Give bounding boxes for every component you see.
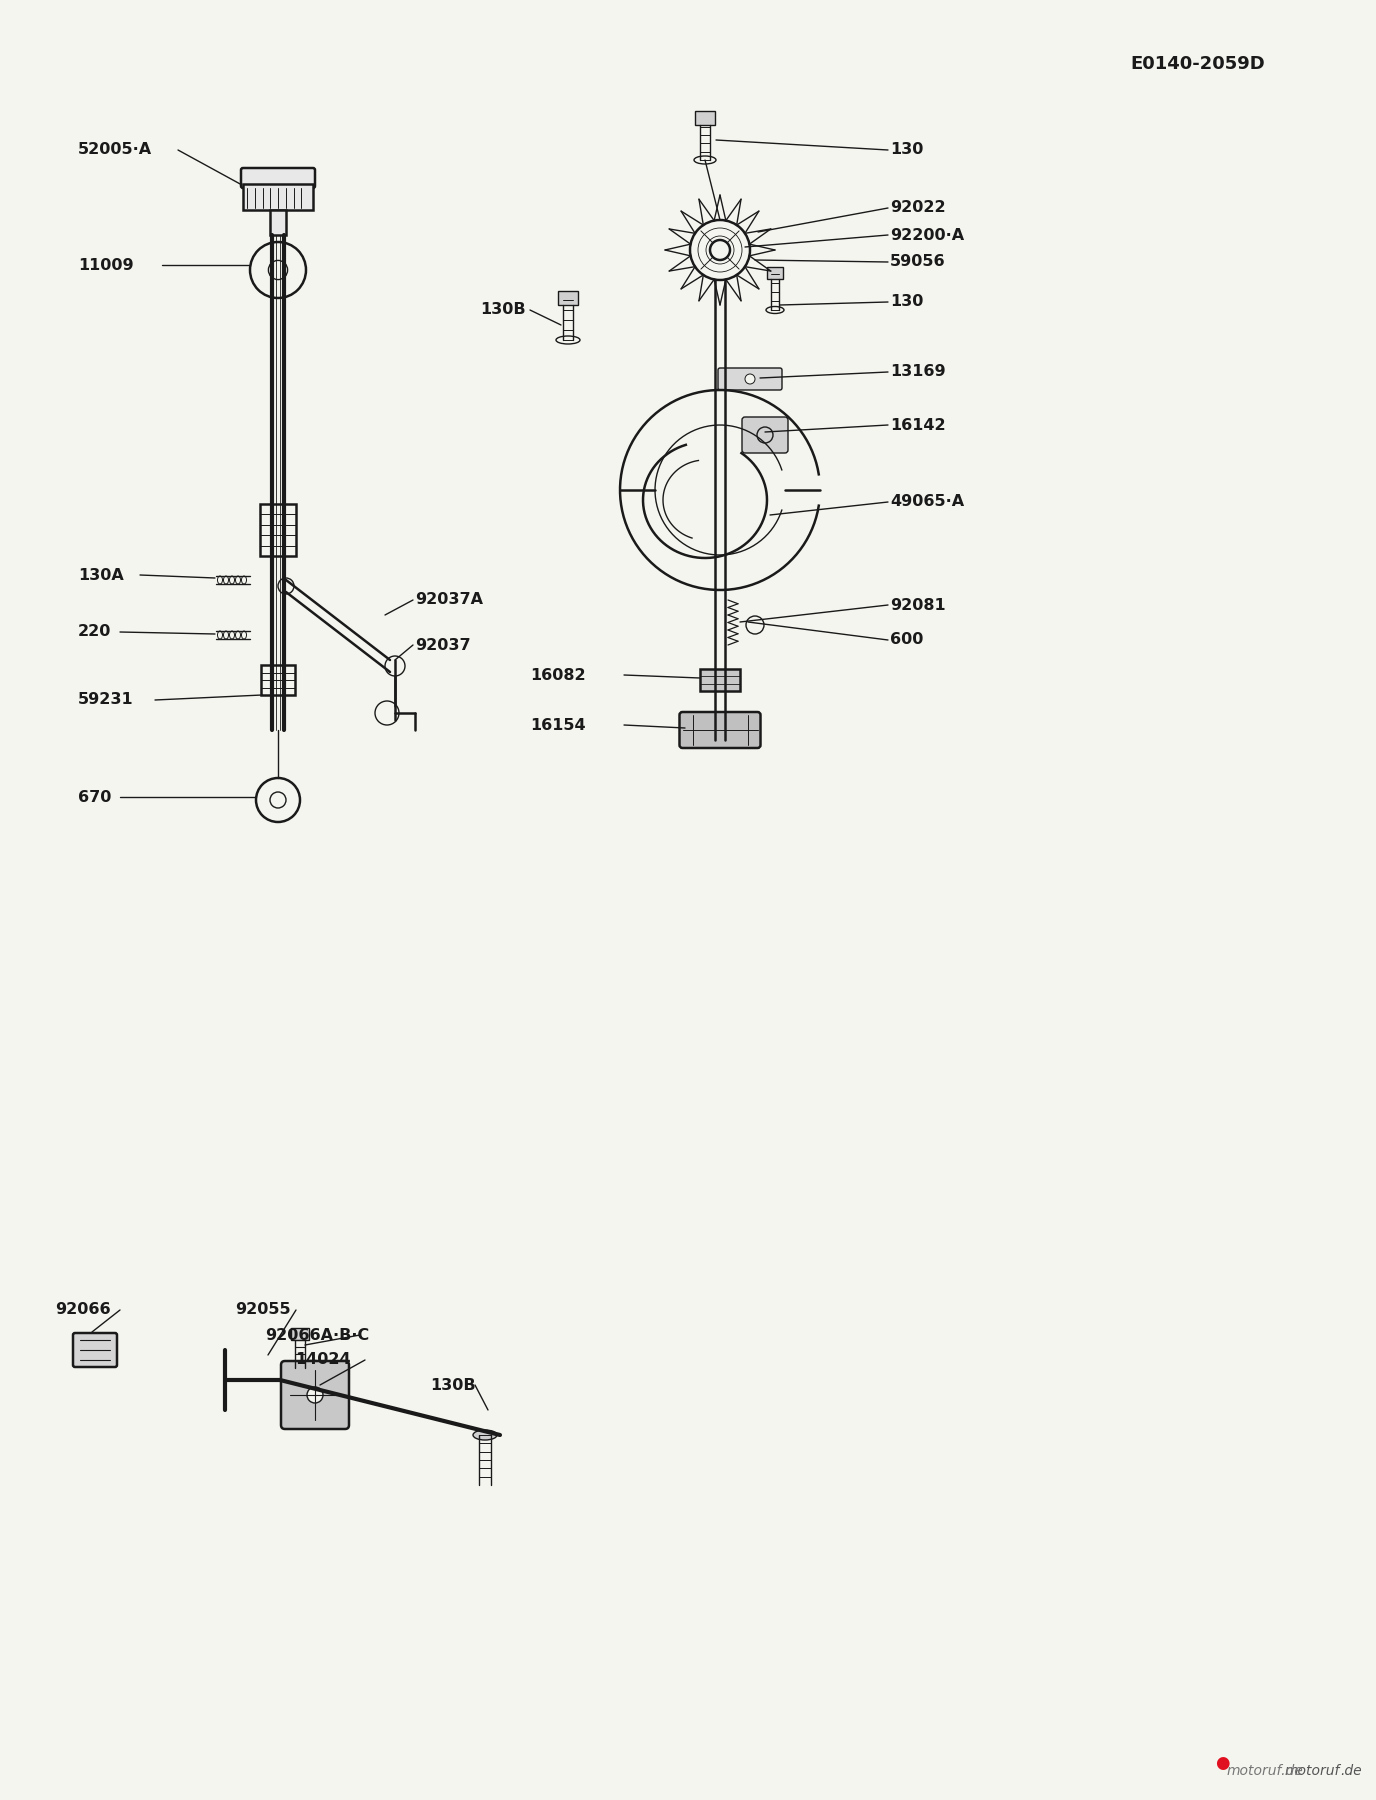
FancyBboxPatch shape bbox=[700, 670, 740, 691]
FancyBboxPatch shape bbox=[680, 713, 761, 749]
FancyBboxPatch shape bbox=[290, 1328, 310, 1339]
FancyBboxPatch shape bbox=[742, 418, 788, 454]
Text: 11009: 11009 bbox=[78, 257, 133, 272]
Text: 130: 130 bbox=[890, 142, 923, 158]
Text: 16082: 16082 bbox=[530, 668, 586, 682]
Text: 16142: 16142 bbox=[890, 418, 945, 432]
FancyBboxPatch shape bbox=[695, 112, 716, 124]
Text: .de: .de bbox=[1340, 1764, 1362, 1778]
Text: 49065·A: 49065·A bbox=[890, 495, 965, 509]
Text: motoruf.de: motoruf.de bbox=[1227, 1764, 1303, 1778]
Text: 92081: 92081 bbox=[890, 598, 945, 612]
Text: 130A: 130A bbox=[78, 567, 124, 583]
Text: 130: 130 bbox=[890, 295, 923, 310]
FancyBboxPatch shape bbox=[73, 1334, 117, 1366]
Text: 92037A: 92037A bbox=[416, 592, 483, 608]
Text: 130B: 130B bbox=[480, 302, 526, 317]
Ellipse shape bbox=[473, 1429, 497, 1440]
FancyBboxPatch shape bbox=[281, 1361, 350, 1429]
Text: 600: 600 bbox=[890, 632, 923, 648]
Text: 52005·A: 52005·A bbox=[78, 142, 153, 158]
FancyBboxPatch shape bbox=[718, 367, 782, 391]
Text: 92200·A: 92200·A bbox=[890, 227, 965, 243]
Text: 130B: 130B bbox=[429, 1377, 476, 1393]
Text: 14024: 14024 bbox=[294, 1352, 351, 1368]
FancyBboxPatch shape bbox=[270, 211, 286, 236]
Text: ●: ● bbox=[1215, 1753, 1230, 1771]
FancyBboxPatch shape bbox=[559, 292, 578, 304]
Text: 220: 220 bbox=[78, 625, 111, 639]
Text: 59231: 59231 bbox=[78, 693, 133, 707]
Text: E0140-2059D: E0140-2059D bbox=[1130, 56, 1265, 74]
Text: 92055: 92055 bbox=[235, 1303, 290, 1318]
FancyBboxPatch shape bbox=[241, 167, 315, 187]
Text: 670: 670 bbox=[78, 790, 111, 805]
Circle shape bbox=[307, 1388, 323, 1402]
Text: 59056: 59056 bbox=[890, 254, 945, 270]
Text: 92022: 92022 bbox=[890, 200, 945, 216]
Text: 92066A·B·C: 92066A·B·C bbox=[266, 1328, 369, 1343]
Text: motoruf: motoruf bbox=[1285, 1764, 1340, 1778]
Circle shape bbox=[744, 374, 755, 383]
Text: 16154: 16154 bbox=[530, 718, 586, 733]
FancyBboxPatch shape bbox=[244, 184, 312, 211]
FancyBboxPatch shape bbox=[766, 266, 783, 279]
Text: 13169: 13169 bbox=[890, 364, 945, 380]
Text: 92037: 92037 bbox=[416, 637, 471, 653]
Text: 92066: 92066 bbox=[55, 1303, 110, 1318]
